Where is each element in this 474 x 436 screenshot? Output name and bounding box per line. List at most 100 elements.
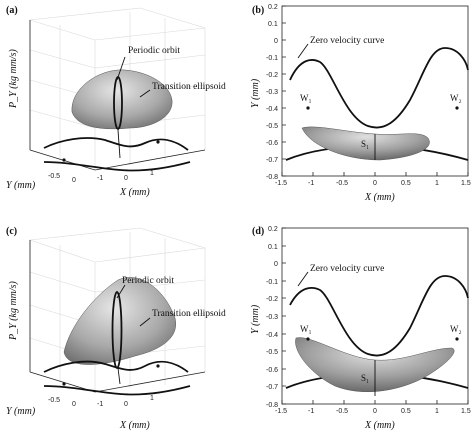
x-tick-d-2: -0.5 [336,408,348,415]
y-tick-b-4: -0.2 [266,72,278,79]
z-axis-label-a: P_Y (kg mm/s) [8,48,19,109]
x-tick-d-3: 0 [373,408,377,415]
periodic-orbit-leader-a [116,56,126,81]
y-axis-label-c: Y (mm) [6,406,36,417]
x-tick-d-1: -1 [308,408,314,415]
w1-label-b: W₁ [300,93,312,103]
transition-leader-c [139,317,151,327]
zero-velocity-curve-c-lower [43,385,191,396]
y-tick-b-9: -0.7 [266,157,278,164]
transition-ellipsoid-label-a: Transition ellipsoid [152,82,226,92]
x-tick-d-6: 1.5 [461,408,471,415]
y-tick-a-1: 0 [72,177,76,184]
x-tick-a-0: -1 [97,175,103,182]
x-tick-a-1: 0 [124,175,128,182]
zero-velocity-curve-a-lower [43,161,191,172]
transition-ellipsoid-b [301,126,430,161]
y-tick-d-5: -0.3 [266,314,278,321]
y-tick-b-5: -0.3 [266,89,278,96]
zvc-leader-d [297,271,309,287]
z-axis-label-c: P_Y (kg mm/s) [8,280,19,341]
x-tick-b-2: -0.5 [336,180,348,187]
y-tick-c-1: 0 [72,401,76,408]
x-tick-a-2: 1 [150,170,154,177]
x-tick-b-4: 0.5 [401,180,411,187]
y-tick-b-0: 0.2 [268,4,278,11]
ticks-b [281,5,469,177]
panel-tag-c: (c) [6,226,17,237]
transition-ellipsoid-c [63,277,177,365]
y-tick-d-2: 0 [274,261,278,268]
x-axis-label-d: X (mm) [364,420,395,431]
x-tick-d-0: -1.5 [275,408,287,415]
y-tick-b-3: -0.1 [266,55,278,62]
w2-point-b [455,106,459,110]
periodic-orbit-leader-c [116,284,126,299]
x-tick-d-4: 0.5 [401,408,411,415]
periodic-orbit-label-a: Periodic orbit [128,46,180,56]
panel-tag-d: (d) [252,226,264,237]
y-tick-a-0: -0.5 [48,173,60,180]
x-axis-label-c: X (mm) [119,420,150,431]
x-tick-b-5: 1 [435,180,439,187]
panel-b: (b) -1.5 -1 -0.5 0 0.5 1 1.5 0.2 0.1 0 -… [250,4,471,203]
zvc-label-d: Zero velocity curve [310,264,384,274]
x-tick-b-6: 1.5 [461,180,471,187]
y-axis-label-a: Y (mm) [6,180,36,191]
y-tick-d-4: -0.2 [266,296,278,303]
w2-label-b: W₂ [450,93,462,103]
zvc-label-b: Zero velocity curve [310,36,384,46]
panel-a: (a) Periodic orbit Transition ellipsoid … [6,5,226,198]
w1-point-c [62,382,66,386]
w1-point-a [62,158,66,162]
zero-velocity-curve-c-upper [43,360,189,373]
periodic-orbit-label-c: Periodic orbit [122,276,174,286]
y-tick-d-10: -0.8 [266,402,278,409]
w1-point-b [306,106,310,110]
x-tick-b-3: 0 [373,180,377,187]
x-axis-label-b: X (mm) [364,192,395,203]
orbit-projection-c [117,367,121,385]
w1-point-d [306,337,310,341]
x-tick-b-1: -1 [308,180,314,187]
y-axis-label-d: Y (mm) [250,304,261,334]
x-axis-label-a: X (mm) [119,187,150,198]
ticks-d [281,227,469,405]
y-tick-b-8: -0.6 [266,140,278,147]
y-tick-b-2: 0 [274,38,278,45]
w2-label-d: W₂ [450,324,462,334]
y-tick-b-7: -0.5 [266,123,278,130]
y-tick-d-9: -0.7 [266,384,278,391]
panel-d: (d) -1.5 -1 -0.5 0 0.5 1 1.5 0.2 0.1 0 -… [250,226,471,431]
zero-velocity-curve-a-upper [43,137,189,151]
y-tick-d-6: -0.4 [266,332,278,339]
y-axis-label-b: Y (mm) [250,78,261,108]
s1-label-d: S₁ [361,373,369,383]
zero-velocity-curve-b-upper [289,47,469,129]
orbit-projection-a [117,129,121,159]
y-tick-b-1: 0.1 [268,21,278,28]
y-tick-d-8: -0.6 [266,367,278,374]
y-tick-d-7: -0.5 [266,349,278,356]
y-tick-c-0: -0.5 [48,397,60,404]
w2-point-c [156,364,160,368]
y-tick-b-6: -0.4 [266,106,278,113]
y-tick-b-10: -0.8 [266,174,278,181]
panel-c: (c) Periodic orbit Transition ellipsoid … [6,226,226,431]
transition-ellipsoid-label-c: Transition ellipsoid [152,309,226,319]
transition-leader-a [139,89,151,98]
x-tick-b-0: -1.5 [275,180,287,187]
w2-point-a [156,140,160,144]
panel-tag-b: (b) [252,5,264,16]
x-tick-c-0: -1 [97,401,103,408]
panel-tag-a: (a) [6,5,18,16]
w1-label-d: W₁ [300,324,312,334]
y-tick-d-1: 0.1 [268,244,278,251]
x-tick-c-1: 0 [124,401,128,408]
s1-label-b: S₁ [361,139,369,149]
w2-point-d [455,337,459,341]
x-tick-d-5: 1 [435,408,439,415]
zvc-leader-b [297,43,309,59]
x-tick-c-2: 1 [150,395,154,402]
